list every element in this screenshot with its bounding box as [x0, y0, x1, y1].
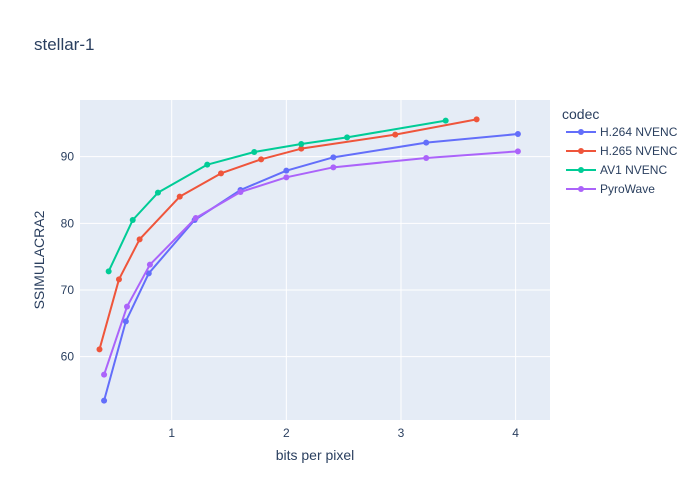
- data-point-h-264-nvenc: [101, 397, 108, 404]
- data-point-av1-nvenc: [154, 189, 161, 196]
- legend-item-av1-nvenc[interactable]: AV1 NVENC: [566, 163, 667, 177]
- series-layer: [96, 116, 521, 404]
- axis-ticks: 1 2 3 4 60 70 80 90: [61, 150, 520, 440]
- data-point-h-265-nvenc: [176, 193, 183, 200]
- data-point-h-265-nvenc: [298, 145, 305, 152]
- legend-title: codec: [562, 106, 599, 122]
- data-point-h-264-nvenc: [423, 139, 430, 146]
- x-axis-label: bits per pixel: [276, 447, 355, 463]
- y-tick-label: 70: [61, 283, 75, 297]
- data-point-h-265-nvenc: [392, 131, 399, 138]
- data-point-h-264-nvenc: [145, 270, 152, 277]
- y-tick-label: 60: [61, 350, 75, 364]
- series-av1-nvenc: [105, 117, 449, 275]
- legend-label-pyrowave: PyroWave: [600, 182, 655, 196]
- legend-label-h-265-nvenc: H.265 NVENC: [600, 144, 678, 158]
- data-point-av1-nvenc: [442, 117, 449, 124]
- legend-label-av1-nvenc: AV1 NVENC: [600, 163, 667, 177]
- data-point-h-265-nvenc: [96, 346, 103, 353]
- data-point-h-264-nvenc: [283, 167, 290, 174]
- data-point-h-264-nvenc: [122, 318, 129, 325]
- legend-marker-h-265-nvenc: [578, 148, 584, 154]
- data-point-av1-nvenc: [204, 161, 211, 168]
- data-point-pyrowave: [514, 148, 521, 155]
- legend-items: H.264 NVENC H.265 NVENC AV1 NVENC PyroWave: [566, 125, 678, 196]
- data-point-av1-nvenc: [344, 134, 351, 141]
- data-point-pyrowave: [423, 155, 430, 161]
- data-point-pyrowave: [101, 371, 108, 378]
- data-point-h-265-nvenc: [115, 276, 122, 283]
- legend-marker-pyrowave: [578, 186, 584, 192]
- data-point-av1-nvenc: [298, 141, 305, 147]
- x-tick-label: 2: [283, 426, 290, 440]
- data-point-h-265-nvenc: [473, 116, 480, 123]
- data-point-pyrowave: [124, 303, 130, 310]
- series-line-av1-nvenc: [107, 119, 446, 272]
- y-tick-label: 90: [61, 150, 75, 164]
- data-point-h-264-nvenc: [514, 131, 521, 137]
- data-point-pyrowave: [146, 261, 153, 268]
- legend-item-h-265-nvenc[interactable]: H.265 NVENC: [566, 144, 678, 158]
- data-point-pyrowave: [283, 174, 290, 181]
- data-point-pyrowave: [192, 215, 199, 221]
- x-tick-label: 1: [168, 426, 175, 440]
- x-tick-label: 4: [512, 426, 519, 440]
- legend: codec H.264 NVENC H.265 NVENC AV1 NVENC Pyr…: [562, 106, 678, 196]
- legend-marker-h-264-nvenc: [578, 129, 584, 135]
- series-pyrowave: [101, 148, 521, 378]
- chart-title: stellar-1: [34, 35, 94, 54]
- data-point-av1-nvenc: [129, 217, 136, 223]
- series-h-265-nvenc: [96, 116, 480, 353]
- data-point-av1-nvenc: [105, 268, 112, 275]
- y-tick-label: 80: [61, 216, 75, 230]
- data-point-pyrowave: [330, 164, 337, 171]
- legend-label-h-264-nvenc: H.264 NVENC: [600, 125, 678, 139]
- data-point-h-264-nvenc: [330, 154, 337, 161]
- legend-item-pyrowave[interactable]: PyroWave: [566, 182, 655, 196]
- y-axis-label: SSIMULACRA2: [31, 210, 47, 309]
- legend-marker-av1-nvenc: [578, 167, 584, 173]
- legend-item-h-264-nvenc[interactable]: H.264 NVENC: [566, 125, 678, 139]
- x-tick-label: 3: [398, 426, 405, 440]
- data-point-h-265-nvenc: [218, 170, 224, 177]
- data-point-h-265-nvenc: [258, 156, 265, 163]
- plot-background: [80, 100, 550, 420]
- data-point-av1-nvenc: [251, 149, 258, 155]
- data-point-pyrowave: [237, 189, 244, 195]
- data-point-h-265-nvenc: [136, 236, 143, 243]
